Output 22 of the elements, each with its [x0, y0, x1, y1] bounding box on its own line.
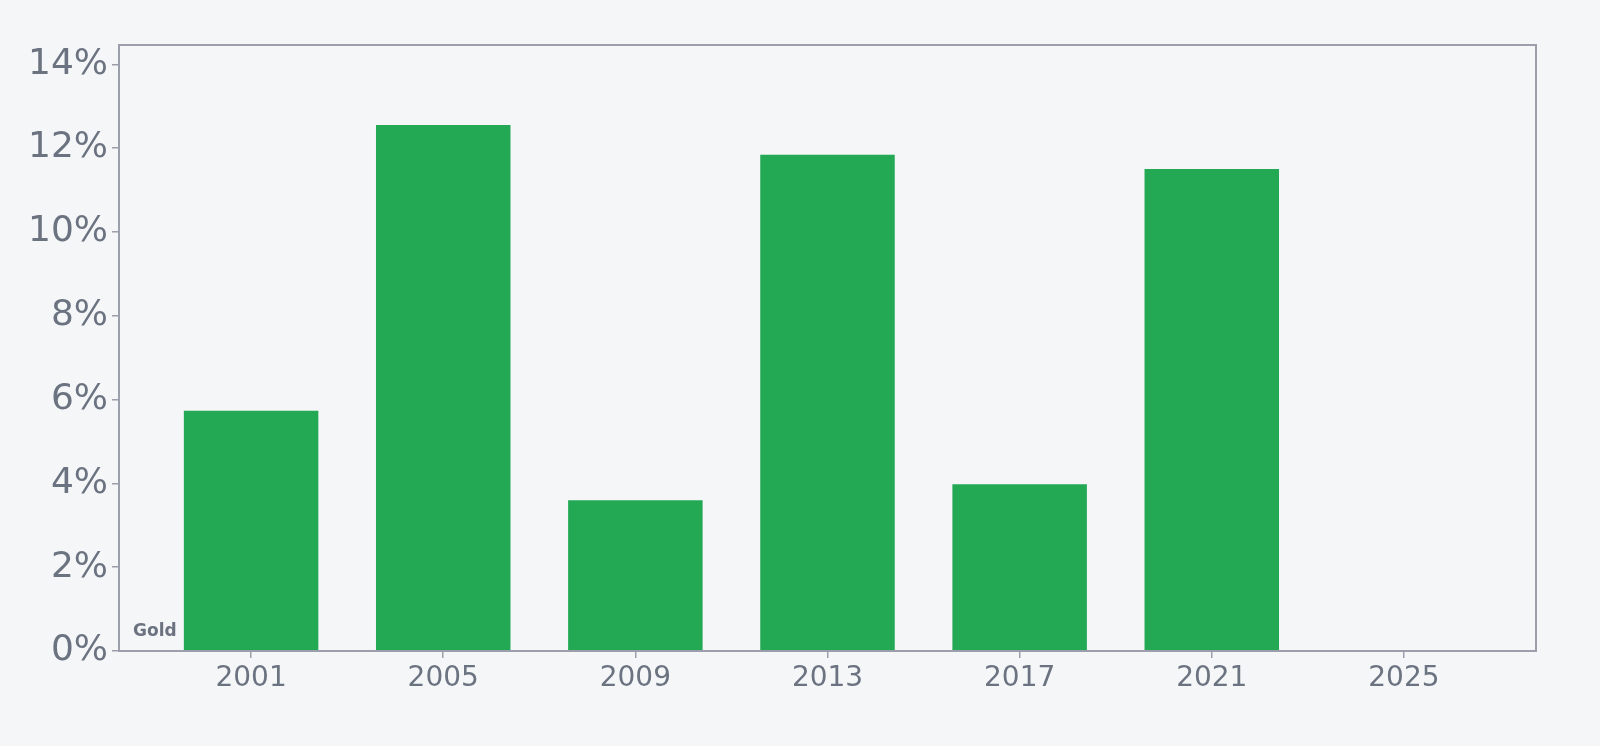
- y-tick-label: 10%: [27, 208, 108, 250]
- x-tick-label: 2013: [791, 660, 864, 694]
- x-tick-label: 2005: [407, 660, 479, 694]
- y-tick-label: 0%: [50, 627, 108, 669]
- y-tick-label: 14%: [27, 40, 108, 82]
- y-tick-label: 6%: [50, 375, 108, 417]
- x-tick-label: 2025: [1368, 660, 1440, 694]
- x-tick-label: 2021: [1176, 660, 1248, 694]
- y-tick-label: 2%: [50, 543, 108, 585]
- x-tick-label: 2009: [599, 660, 671, 694]
- bar: [1144, 169, 1280, 651]
- y-tick-label: 8%: [50, 292, 108, 334]
- bar: [375, 125, 511, 651]
- bar: [568, 500, 703, 651]
- x-tick-label: 2017: [984, 660, 1056, 694]
- bar: [952, 484, 1087, 651]
- bar: [183, 410, 319, 651]
- y-tick-label: 4%: [50, 459, 108, 501]
- x-tick-label: 2001: [215, 660, 287, 694]
- bar: [760, 154, 895, 651]
- annotation: Gold: [133, 620, 177, 640]
- y-tick-label: 12%: [27, 124, 108, 166]
